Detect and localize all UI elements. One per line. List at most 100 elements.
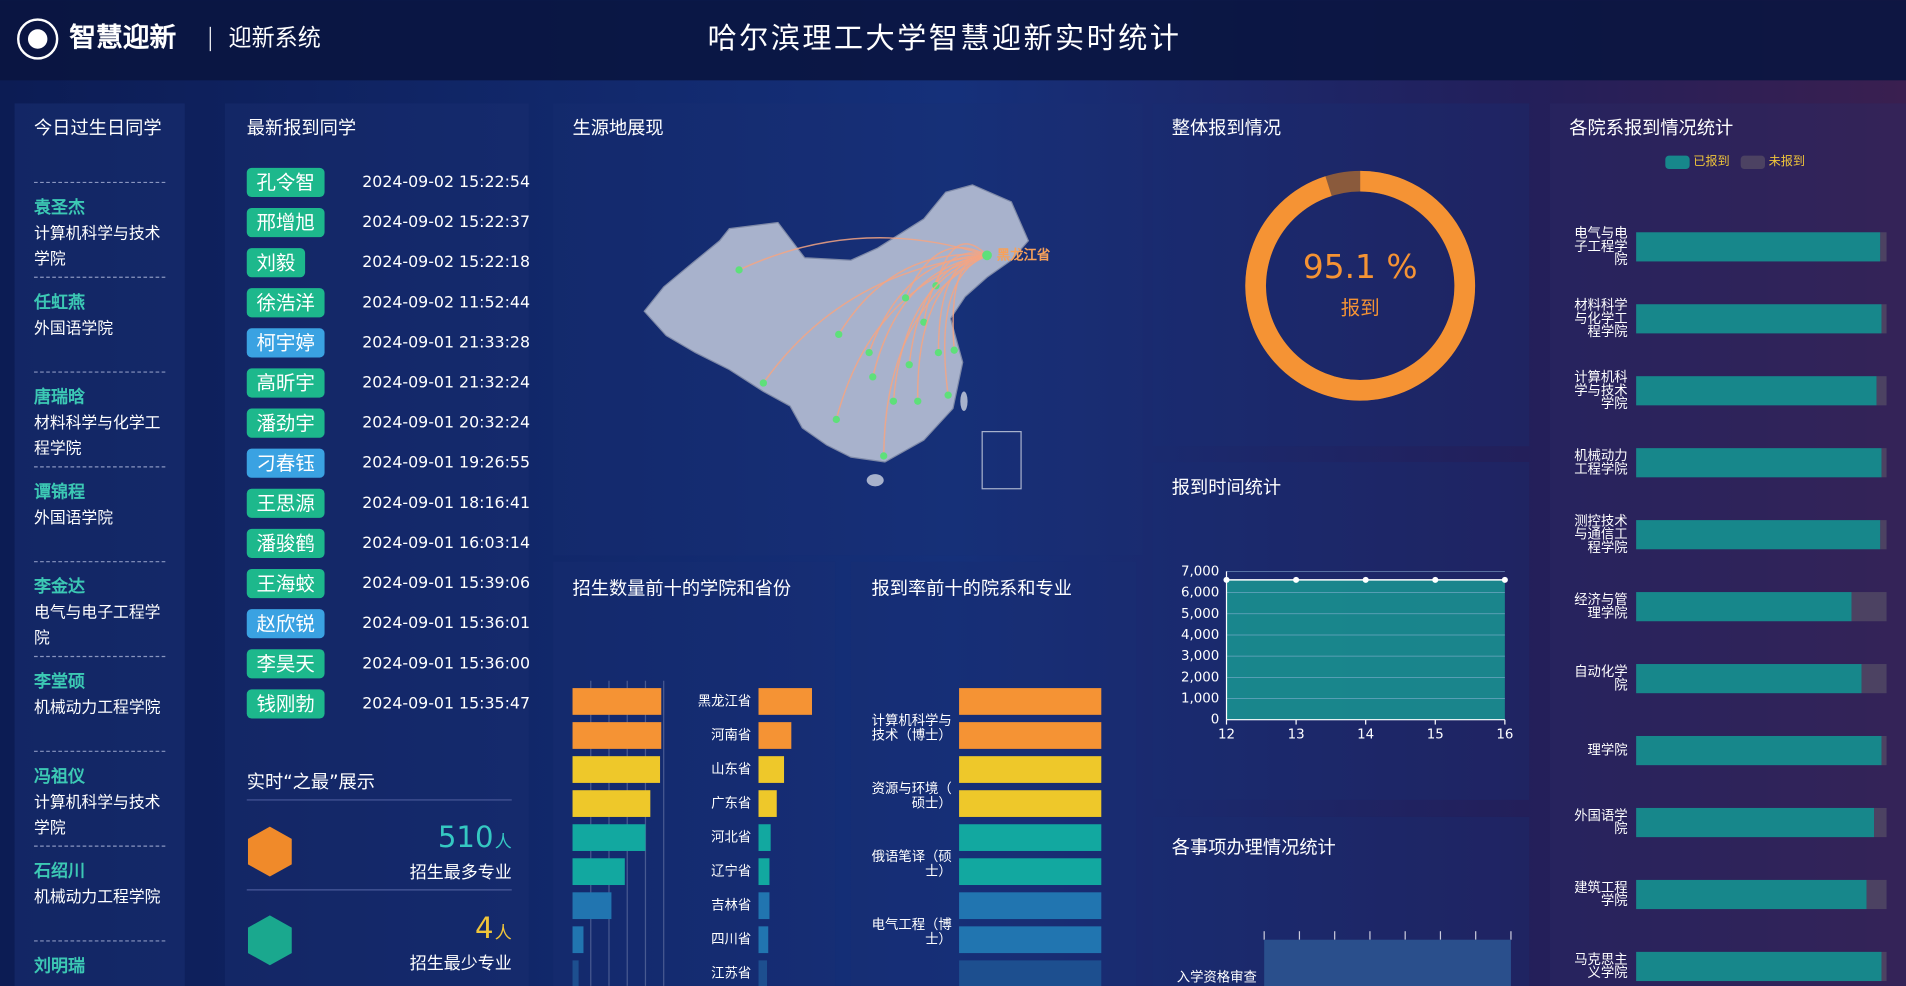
category-label: 吉林省 [711, 898, 751, 914]
system-name: 迎新系统 [229, 25, 321, 51]
plane-marker [901, 294, 910, 302]
bar [572, 858, 625, 886]
y-tick-label: 1,000 [1181, 692, 1219, 707]
checkin-time: 2024-09-01 19:26:55 [362, 453, 530, 472]
bar-segment [1636, 735, 1882, 766]
category-label: 电气与电子工程学院 [1574, 225, 1627, 268]
checkin-name: 孔令智 [256, 171, 314, 194]
panel [14, 103, 185, 986]
bar-segment [1880, 232, 1887, 262]
donut-label: 报到 [1341, 296, 1380, 319]
name-badge [246, 649, 325, 679]
birthday-list: 袁圣杰计算机科学与技术学院任虹燕外国语学院唐瑞晗材料科学与化学工程学院谭锦程外国… [33, 181, 167, 976]
birthday-dept: 外国语学院 [34, 318, 113, 337]
bar [572, 756, 661, 783]
bar [758, 688, 812, 715]
section-title: 报到时间统计 [1172, 478, 1281, 499]
bar [572, 824, 646, 851]
birthday-dept: 外国语学院 [34, 507, 113, 526]
donut-segment [1245, 170, 1476, 401]
category-label: 资源与环境（硕士） [872, 781, 952, 812]
bar [959, 722, 1102, 749]
category-label: 计算机科学与技术（博士） [872, 713, 952, 744]
checkin-name: 王海蛟 [256, 572, 314, 595]
target-marker [982, 250, 992, 261]
y-tick-label: 0 [1211, 713, 1220, 728]
bar [572, 960, 579, 986]
bar-segment [1881, 304, 1887, 334]
bar-segment [1861, 664, 1887, 694]
bar [959, 960, 1102, 986]
plane-marker [934, 348, 943, 357]
point [1293, 576, 1300, 583]
checkin-time: 2024-09-01 21:32:24 [362, 372, 530, 391]
bar [959, 824, 1102, 851]
checkin-name: 李昊天 [256, 653, 314, 676]
name-badge [246, 207, 325, 238]
plane-marker [950, 346, 958, 354]
checkin-time: 2024-09-01 15:39:06 [362, 573, 530, 592]
category-label: 辽宁省 [711, 863, 751, 880]
category-label: 测控技术与通信工程学院 [1574, 513, 1627, 556]
checkin-name: 刘毅 [256, 251, 295, 274]
x-tick-label: 12 [1218, 727, 1235, 742]
bar-segment [1636, 664, 1862, 694]
checkin-time: 2024-09-01 15:35:47 [362, 693, 530, 712]
category-label: 电气工程（博士） [872, 917, 952, 948]
plane-marker [832, 415, 840, 424]
birthday-name: 李金达 [34, 576, 85, 597]
bar [758, 858, 770, 886]
bar [572, 688, 662, 715]
bar [959, 790, 1102, 817]
checkin-name: 钱刚勃 [256, 693, 314, 716]
migration-arc [935, 243, 988, 286]
migration-arc [943, 254, 988, 396]
bar [572, 790, 651, 817]
category-label: 河北省 [711, 830, 751, 846]
bar-segment [1881, 735, 1887, 766]
bar [572, 722, 662, 749]
section-title: 报到率前十的院系和专业 [872, 579, 1072, 600]
birthday-name: 李堂硕 [34, 671, 85, 692]
name-badge [246, 528, 325, 559]
bar [758, 926, 769, 954]
x-tick-label: 14 [1357, 727, 1374, 742]
name-badge [246, 368, 325, 398]
birthday-dept: 计算机科学与技术学院 [34, 223, 161, 268]
bar-segment [1881, 448, 1887, 478]
checkin-time: 2024-09-01 18:16:41 [362, 493, 530, 512]
bar-segment [1881, 951, 1887, 982]
birthday-dept: 机械动力工程学院 [34, 887, 161, 906]
bar [758, 722, 792, 749]
category-label: 黑龙江省 [698, 693, 751, 709]
extreme-unit: 人 [495, 924, 512, 944]
bar-segment [1880, 520, 1887, 550]
bar-segment [1636, 232, 1881, 262]
legend-label: 未报到 [1769, 153, 1805, 168]
birthday-dept: 材料科学与化学工程学院 [34, 413, 161, 458]
bar [1264, 939, 1511, 986]
bar [959, 892, 1102, 920]
birthday-name: 袁圣杰 [33, 197, 85, 218]
y-tick-label: 3,000 [1181, 649, 1219, 664]
plane-marker [905, 361, 913, 369]
plane-marker [889, 397, 898, 405]
bar-segment [1851, 592, 1887, 622]
extreme-label: 招生最多专业 [410, 863, 512, 883]
section-title: 最新报到同学 [247, 118, 356, 139]
checkin-time: 2024-09-01 15:36:01 [362, 613, 530, 632]
name-badge [246, 288, 325, 318]
plane-marker [759, 379, 768, 387]
header-bar [0, 0, 1906, 81]
bar [758, 756, 785, 783]
extreme-label: 招生最少专业 [410, 954, 512, 974]
map-target-label: 黑龙江省 [997, 246, 1051, 263]
bar [572, 926, 584, 954]
legend-swatch [1740, 155, 1765, 170]
birthday-name: 任虹燕 [33, 292, 85, 313]
name-badge [246, 328, 325, 358]
birthday-dept: 电气与电子工程学院 [34, 602, 160, 647]
birthday-name: 冯祖仪 [34, 766, 86, 787]
checkin-name: 高昕宇 [256, 372, 314, 395]
